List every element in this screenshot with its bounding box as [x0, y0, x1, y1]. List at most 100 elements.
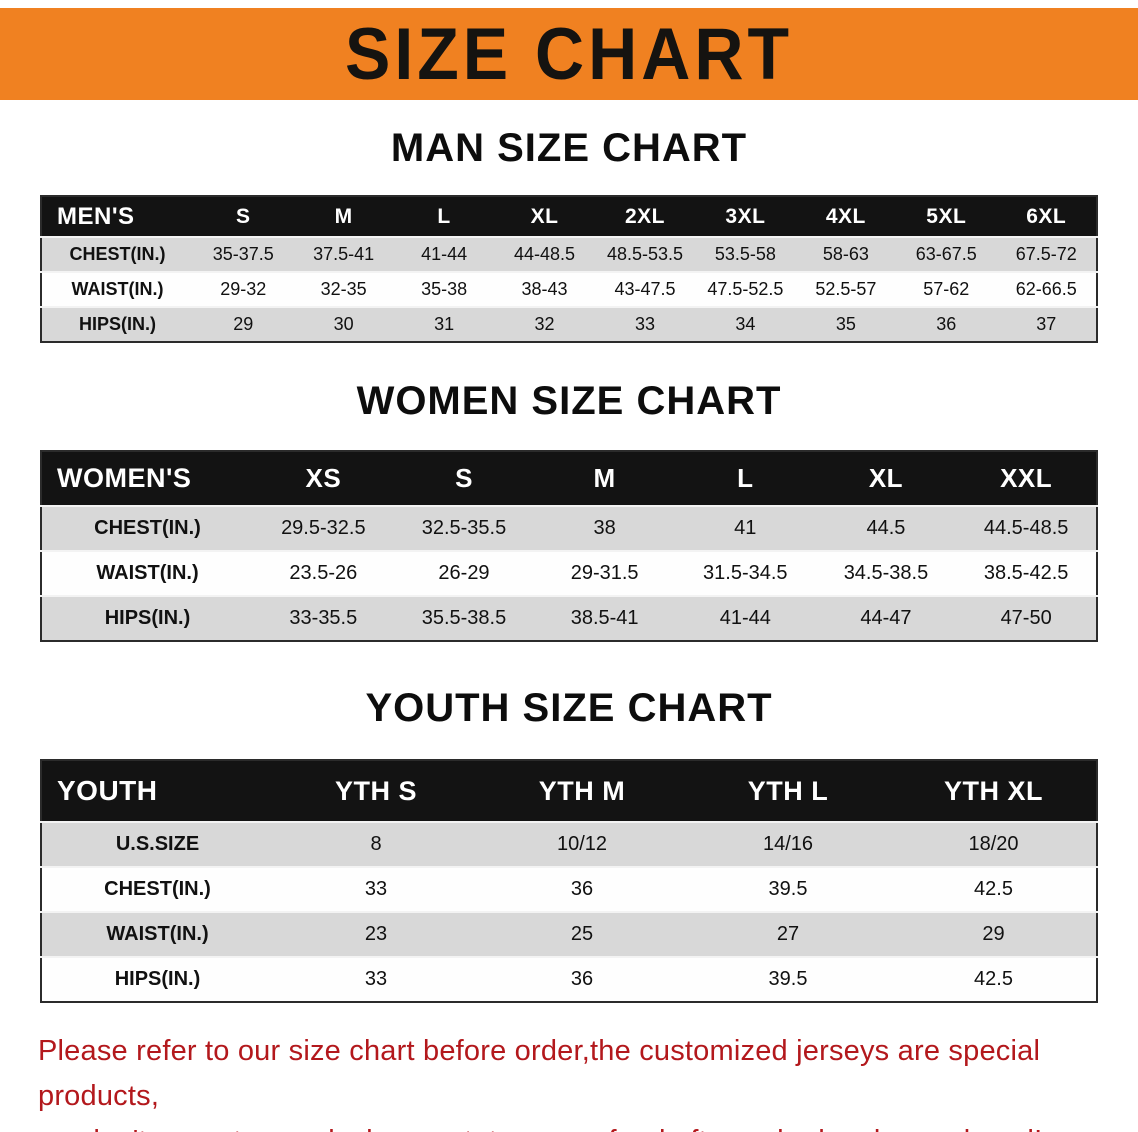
table-row: WAIST(IN.) 29-32 32-35 35-38 38-43 43-47… [41, 272, 1097, 307]
size-value-cell: 29-31.5 [570, 562, 639, 584]
size-value-cell: 34.5-38.5 [843, 562, 929, 584]
table-row: WAIST(IN.) 23 25 27 29 [41, 912, 1097, 957]
size-column-header: YTH XL [891, 760, 1097, 822]
size-column-header: S [393, 451, 535, 506]
disclaimer-line-1: Please refer to our size chart before or… [38, 1035, 1041, 1112]
table-row: CHEST(IN.) 35-37.5 37.5-41 41-44 44-48.5… [41, 237, 1097, 272]
size-value-cell: 39.5 [768, 878, 808, 900]
size-value-cell: 48.5-53.5 [606, 244, 683, 264]
size-value-cell: 67.5-72 [1015, 244, 1077, 264]
size-value-cell: 33 [634, 314, 655, 334]
size-value-cell: 41-44 [421, 244, 468, 264]
men-size-table: MEN'S S M L XL 2XL 3XL 4XL 5XL 6XL CHEST… [40, 195, 1098, 343]
row-label: CHEST(IN.) [94, 517, 201, 539]
row-label: HIPS(IN.) [114, 968, 201, 990]
women-group-label: WOMEN'S [41, 451, 253, 506]
size-value-cell: 8 [370, 833, 382, 855]
size-value-cell: 35-37.5 [212, 244, 274, 264]
disclaimer-text: Please refer to our size chart before or… [38, 1029, 1100, 1132]
size-value-cell: 33 [364, 968, 388, 990]
page-title: SIZE CHART [345, 12, 793, 96]
size-value-cell: 47-50 [1000, 607, 1052, 629]
size-value-cell: 47.5-52.5 [707, 279, 784, 299]
size-value-cell: 43-47.5 [614, 279, 676, 299]
table-row: HIPS(IN.) 33 36 39.5 42.5 [41, 957, 1097, 1002]
size-value-cell: 31 [434, 314, 455, 334]
size-value-cell: 44.5-48.5 [983, 517, 1069, 539]
size-value-cell: 41-44 [719, 607, 771, 629]
size-value-cell: 29 [233, 314, 254, 334]
women-section: WOMEN SIZE CHART WOMEN'S XS S M L XL XXL… [0, 379, 1138, 642]
size-value-cell: 35.5-38.5 [421, 607, 507, 629]
size-column-header: YTH S [273, 760, 479, 822]
table-row: HIPS(IN.) 33-35.5 35.5-38.5 38.5-41 41-4… [41, 596, 1097, 641]
size-column-header: XXL [956, 451, 1097, 506]
youth-section: YOUTH SIZE CHART YOUTH YTH S YTH M YTH L… [0, 686, 1138, 1003]
size-value-cell: 34 [735, 314, 756, 334]
women-size-table: WOMEN'S XS S M L XL XXL CHEST(IN.) 29.5-… [40, 450, 1098, 642]
size-value-cell: 23.5-26 [289, 562, 358, 584]
size-value-cell: 38.5-42.5 [983, 562, 1069, 584]
size-value-cell: 38 [593, 517, 616, 539]
size-column-header: 5XL [896, 196, 997, 237]
table-row: CHEST(IN.) 29.5-32.5 32.5-35.5 38 41 44.… [41, 506, 1097, 551]
size-column-header: YTH L [685, 760, 891, 822]
size-value-cell: 32.5-35.5 [421, 517, 507, 539]
table-row: HIPS(IN.) 29 30 31 32 33 34 35 36 37 [41, 307, 1097, 342]
size-value-cell: 35 [835, 314, 856, 334]
row-label: WAIST(IN.) [106, 923, 209, 945]
table-row: WAIST(IN.) 23.5-26 26-29 29-31.5 31.5-34… [41, 551, 1097, 596]
women-section-heading: WOMEN SIZE CHART [356, 379, 782, 423]
size-column-header: 3XL [695, 196, 796, 237]
banner: SIZE CHART [0, 8, 1138, 100]
size-value-cell: 27 [776, 923, 800, 945]
size-value-cell: 38-43 [521, 279, 568, 299]
size-value-cell: 62-66.5 [1015, 279, 1077, 299]
row-label: WAIST(IN.) [71, 279, 164, 299]
row-label: HIPS(IN.) [104, 607, 191, 629]
size-column-header: L [674, 451, 816, 506]
men-group-label: MEN'S [41, 196, 193, 237]
size-value-cell: 35-38 [421, 279, 468, 299]
size-value-cell: 29.5-32.5 [281, 517, 366, 539]
table-row: CHEST(IN.) 33 36 39.5 42.5 [41, 867, 1097, 912]
row-label: CHEST(IN.) [104, 878, 211, 900]
size-column-header: 6XL [996, 196, 1097, 237]
size-value-cell: 42.5 [974, 968, 1013, 990]
row-label: WAIST(IN.) [96, 562, 199, 584]
size-value-cell: 33-35.5 [289, 607, 358, 629]
size-column-header: XL [815, 451, 957, 506]
row-label: U.S.SIZE [115, 833, 200, 855]
size-column-header: S [193, 196, 294, 237]
size-value-cell: 36 [570, 968, 594, 990]
size-value-cell: 58-63 [822, 244, 869, 264]
size-value-cell: 36 [936, 314, 957, 334]
size-column-header: 4XL [795, 196, 897, 237]
youth-size-table: YOUTH YTH S YTH M YTH L YTH XL U.S.SIZE … [40, 759, 1098, 1003]
size-value-cell: 44-48.5 [514, 244, 576, 264]
size-value-cell: 10/12 [556, 833, 608, 855]
size-column-header: M [293, 196, 394, 237]
size-value-cell: 57-62 [923, 279, 970, 299]
size-column-header: XL [494, 196, 595, 237]
disclaimer-line-2: we don't accept cancel, change, teturn o… [38, 1125, 1042, 1132]
row-label: HIPS(IN.) [78, 314, 156, 334]
size-value-cell: 26-29 [438, 562, 490, 584]
size-value-cell: 63-67.5 [915, 244, 977, 264]
size-column-header: YTH M [479, 760, 685, 822]
size-value-cell: 33 [364, 878, 388, 900]
size-column-header: L [393, 196, 495, 237]
men-section: MAN SIZE CHART MEN'S S M L XL 2XL 3XL 4X… [0, 126, 1138, 343]
size-value-cell: 42.5 [974, 878, 1013, 900]
size-value-cell: 32 [534, 314, 555, 334]
size-value-cell: 38.5-41 [570, 607, 639, 629]
size-value-cell: 29 [982, 923, 1005, 945]
men-section-heading: MAN SIZE CHART [390, 126, 748, 170]
size-value-cell: 23 [364, 923, 388, 945]
table-row: U.S.SIZE 8 10/12 14/16 18/20 [41, 822, 1097, 867]
size-value-cell: 53.5-58 [714, 244, 776, 264]
size-value-cell: 39.5 [768, 968, 808, 990]
size-value-cell: 37.5-41 [313, 244, 375, 264]
size-value-cell: 14/16 [762, 833, 814, 855]
